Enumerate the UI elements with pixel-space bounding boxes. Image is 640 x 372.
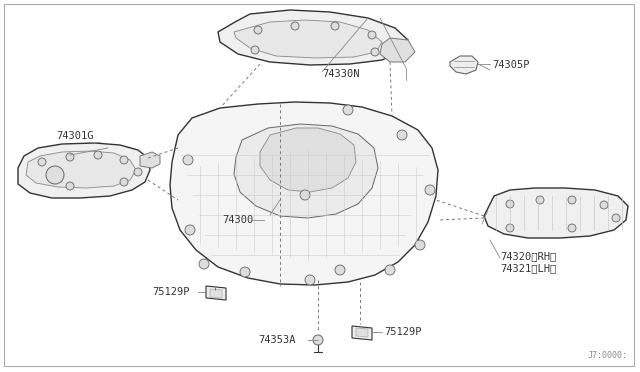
Circle shape [66, 182, 74, 190]
Circle shape [183, 155, 193, 165]
Text: 75129P: 75129P [152, 287, 189, 297]
Circle shape [251, 46, 259, 54]
Circle shape [134, 168, 142, 176]
Polygon shape [234, 20, 382, 58]
Circle shape [254, 26, 262, 34]
Text: 74305P: 74305P [492, 60, 529, 70]
Circle shape [120, 178, 128, 186]
Polygon shape [260, 128, 356, 192]
Text: 74353A: 74353A [258, 335, 296, 345]
Polygon shape [210, 289, 222, 298]
Polygon shape [26, 151, 136, 188]
Polygon shape [140, 152, 160, 168]
Circle shape [384, 44, 392, 52]
Circle shape [46, 166, 64, 184]
Circle shape [291, 22, 299, 30]
Circle shape [38, 158, 46, 166]
Text: 74320〈RH〉: 74320〈RH〉 [500, 251, 556, 261]
Circle shape [199, 259, 209, 269]
Circle shape [120, 156, 128, 164]
Circle shape [305, 275, 315, 285]
Circle shape [397, 130, 407, 140]
Polygon shape [380, 38, 415, 62]
Circle shape [506, 200, 514, 208]
Circle shape [66, 153, 74, 161]
Circle shape [385, 265, 395, 275]
Circle shape [425, 185, 435, 195]
Circle shape [185, 225, 195, 235]
Polygon shape [484, 188, 628, 238]
Text: 74321〈LH〉: 74321〈LH〉 [500, 263, 556, 273]
Polygon shape [170, 102, 438, 285]
Text: 74300: 74300 [222, 215, 253, 225]
Polygon shape [218, 10, 408, 65]
Polygon shape [352, 326, 372, 340]
Text: J7:0000:: J7:0000: [588, 351, 628, 360]
Text: 74301G: 74301G [56, 131, 93, 141]
Polygon shape [450, 56, 478, 74]
Circle shape [415, 240, 425, 250]
Circle shape [331, 22, 339, 30]
Circle shape [300, 190, 310, 200]
Text: 74330N: 74330N [322, 69, 360, 79]
Circle shape [371, 48, 379, 56]
Polygon shape [206, 286, 226, 300]
Circle shape [368, 31, 376, 39]
Polygon shape [234, 124, 378, 218]
Circle shape [612, 214, 620, 222]
Circle shape [568, 196, 576, 204]
Circle shape [343, 105, 353, 115]
Circle shape [94, 151, 102, 159]
Circle shape [600, 201, 608, 209]
Circle shape [240, 267, 250, 277]
Polygon shape [18, 143, 150, 198]
Circle shape [335, 265, 345, 275]
Circle shape [568, 224, 576, 232]
Text: 75129P: 75129P [384, 327, 422, 337]
Circle shape [536, 196, 544, 204]
Circle shape [506, 224, 514, 232]
Polygon shape [356, 328, 368, 337]
Circle shape [313, 335, 323, 345]
